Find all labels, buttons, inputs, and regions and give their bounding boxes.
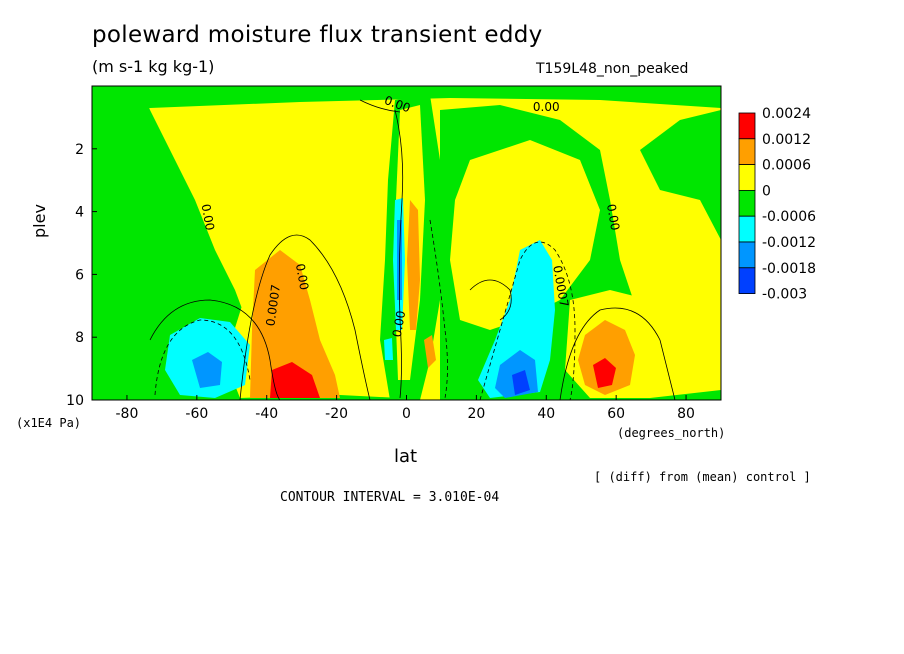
diff-note: [ (diff) from (mean) control ] xyxy=(594,470,811,484)
colorbar-label: -0.0018 xyxy=(762,261,816,277)
x-tick-label: -80 xyxy=(116,406,139,422)
x-tick-label: -60 xyxy=(185,406,208,422)
field-blue-nh2 xyxy=(512,370,530,395)
field-orange-eq2 xyxy=(424,335,436,368)
field-green-left xyxy=(92,86,420,400)
contour-label: 0.00 xyxy=(604,203,622,232)
x-tick-label: 80 xyxy=(677,406,695,422)
colorbar-label: -0.003 xyxy=(762,287,807,303)
field-cyan-eq2 xyxy=(384,338,393,360)
y-tick-label: 2 xyxy=(75,142,84,158)
plot-field xyxy=(92,86,721,400)
x-tick-label: 0 xyxy=(402,406,411,422)
field-orange-eq xyxy=(407,200,420,330)
colorbar-label: -0.0006 xyxy=(762,209,816,225)
contour-line xyxy=(149,299,281,400)
y-axis-unit: (x1E4 Pa) xyxy=(16,416,82,430)
colorbar-swatch xyxy=(738,112,756,140)
x-tick-label: 20 xyxy=(467,406,485,422)
x-tick-label: 60 xyxy=(607,406,625,422)
x-tick-label: -40 xyxy=(255,406,278,422)
field-cyan-nh xyxy=(478,240,555,398)
colorbar-swatch xyxy=(738,138,756,166)
colorbar-swatch xyxy=(738,215,756,243)
colorbar-swatch xyxy=(738,164,756,191)
chart-title: poleward moisture flux transient eddy xyxy=(92,22,543,48)
contour-label: 0.00 xyxy=(390,310,408,339)
x-tick-label: -20 xyxy=(325,406,348,422)
y-axis-ticks: 2 4 6 8 10 xyxy=(66,142,97,409)
contour-line xyxy=(154,319,251,396)
run-label: T159L48_non_peaked xyxy=(536,61,689,77)
contour-label: 0.00 xyxy=(533,100,560,114)
field-green-top xyxy=(92,86,721,110)
field-blue-sh xyxy=(192,352,222,388)
y-tick-label: 10 xyxy=(66,393,84,409)
field-red-nh xyxy=(593,358,616,388)
colorbar-swatch xyxy=(738,189,756,217)
field-yellow-left xyxy=(180,110,385,340)
field-green-right2 xyxy=(640,110,721,240)
contour-label: 0.00 xyxy=(199,203,217,232)
contour-label: 0.0007 xyxy=(263,283,283,327)
contour-interval: CONTOUR INTERVAL = 3.010E-04 xyxy=(280,490,500,505)
field-red-sh xyxy=(270,362,320,398)
contour-line xyxy=(239,234,371,400)
contour-label: 0.00 xyxy=(293,262,311,291)
colorbar-swatch xyxy=(738,267,756,294)
contour-lines xyxy=(149,99,676,400)
colorbar: 0.0024 0.0012 0.0006 0 -0.0006 -0.0012 -0.0018… xyxy=(738,106,816,303)
contour-line xyxy=(479,241,576,400)
colorbar-label: 0 xyxy=(762,183,771,199)
contour-line xyxy=(469,279,512,321)
contour-line xyxy=(559,307,676,400)
colorbar-label: -0.0012 xyxy=(762,235,816,251)
x-axis-ticks: -80 -60 -40 -20 0 20 40 60 80 xyxy=(116,395,695,422)
x-axis-label: lat xyxy=(394,446,418,467)
chart-units: (m s-1 kg kg-1) xyxy=(92,57,215,76)
field-orange-sh xyxy=(250,250,340,398)
colorbar-label: 0.0006 xyxy=(762,158,811,174)
x-axis-unit: (degrees_north) xyxy=(617,426,726,440)
y-tick-label: 4 xyxy=(75,205,84,221)
field-orange-nh xyxy=(578,320,635,395)
x-tick-label: 40 xyxy=(537,406,555,422)
contour-line xyxy=(359,99,401,113)
field-yellow-right xyxy=(450,140,600,330)
colorbar-swatch xyxy=(738,241,756,269)
colorbar-label: 0.0012 xyxy=(762,132,811,148)
y-tick-label: 8 xyxy=(75,330,84,346)
contour-line xyxy=(394,109,404,399)
y-tick-label: 6 xyxy=(75,267,84,283)
colorbar-label: 0.0024 xyxy=(762,106,811,122)
